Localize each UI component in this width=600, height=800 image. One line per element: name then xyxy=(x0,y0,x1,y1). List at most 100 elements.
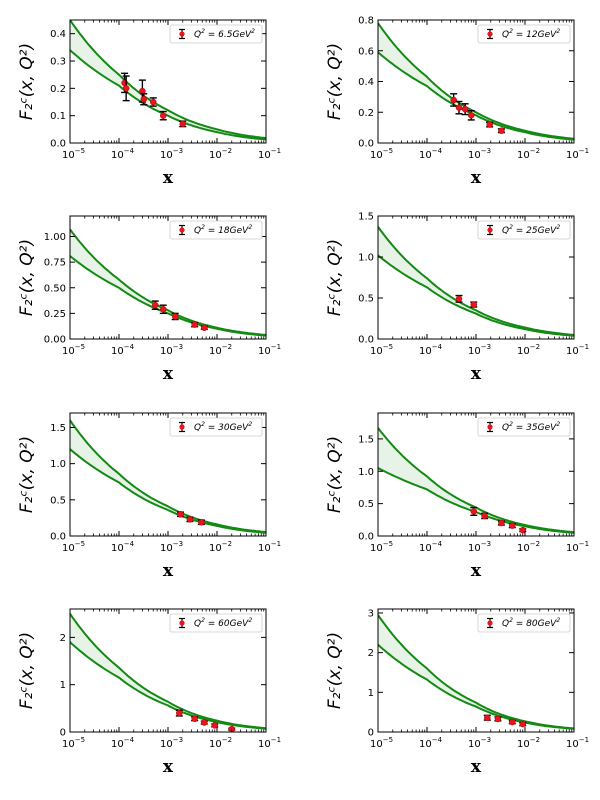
y-tick-label: 1.5 xyxy=(358,434,374,445)
x-tick-exponent: −5 xyxy=(75,736,85,744)
y-tick-label: 0.6 xyxy=(358,46,374,57)
x-tick-label: 10−4 xyxy=(111,540,135,554)
x-tick-exponent: −2 xyxy=(222,147,232,155)
x-tick-label: 10−5 xyxy=(370,147,393,161)
y-tick-label: 2 xyxy=(368,648,374,659)
data-point xyxy=(519,526,527,534)
x-tick-exponent: −4 xyxy=(432,540,443,548)
x-tick-exponent: −2 xyxy=(222,343,232,351)
y-axis-label: F₂ᶜ(x, Q²) xyxy=(325,436,345,513)
x-axis-label: x xyxy=(163,561,174,581)
y-tick-label: 0.4 xyxy=(50,29,66,40)
x-tick-label: 10−4 xyxy=(419,736,443,750)
x-tick-exponent: −3 xyxy=(481,540,491,548)
x-axis-label: x xyxy=(471,364,482,384)
legend-q: Q xyxy=(502,226,509,236)
x-tick-exponent: −3 xyxy=(481,736,491,744)
x-tick-exponent: −1 xyxy=(271,343,281,351)
x-tick-exponent: −3 xyxy=(173,540,183,548)
x-tick-base: 10 xyxy=(419,543,432,554)
x-tick-base: 10 xyxy=(517,150,530,161)
x-tick-base: 10 xyxy=(468,346,481,357)
legend-box xyxy=(169,220,263,240)
x-axis-label: x xyxy=(471,561,482,581)
y-tick-label: 1.5 xyxy=(358,212,374,223)
x-axis-label: x xyxy=(163,757,174,777)
y-tick-label: 0.0 xyxy=(358,335,374,346)
legend-q: Q xyxy=(194,423,201,433)
legend-q-sup: 2 xyxy=(509,617,513,624)
legend-unit-sup: 2 xyxy=(556,421,560,428)
x-tick-label: 10−2 xyxy=(209,343,232,357)
x-tick-label: 10−3 xyxy=(160,147,183,161)
legend-marker xyxy=(179,424,185,430)
x-tick-exponent: −4 xyxy=(124,540,135,548)
chart-panel-6: 10−5 10−4 10−3 10−2 10−10.00.51.01.5xF₂ᶜ(x, … xyxy=(325,412,589,581)
data-point xyxy=(498,519,505,527)
band-lower-curve xyxy=(70,448,266,534)
data-point xyxy=(160,306,167,313)
uncertainty-band xyxy=(378,226,574,336)
chart-panel-5: 10−5 10−4 10−3 10−2 10−10.00.51.01.5xF₂ᶜ(x, … xyxy=(17,412,281,581)
x-tick-base: 10 xyxy=(517,346,530,357)
x-tick-label: 10−1 xyxy=(258,540,281,554)
y-axis-label: F₂ᶜ(x, Q²) xyxy=(17,436,37,513)
band-lower-curve xyxy=(70,255,266,337)
x-tick-exponent: −2 xyxy=(222,736,232,744)
x-tick-base: 10 xyxy=(517,543,530,554)
legend-marker xyxy=(487,227,493,233)
x-tick-base: 10 xyxy=(370,739,383,750)
legend-box xyxy=(169,417,263,437)
x-tick-base: 10 xyxy=(370,346,383,357)
y-tick-label: 0.00 xyxy=(44,335,66,346)
legend-q: Q xyxy=(194,619,201,629)
x-tick-exponent: −3 xyxy=(481,147,491,155)
x-tick-base: 10 xyxy=(468,543,481,554)
data-point xyxy=(160,112,167,119)
x-tick-label: 10−4 xyxy=(419,147,443,161)
data-point xyxy=(152,301,159,309)
x-tick-exponent: −5 xyxy=(75,147,85,155)
x-tick-base: 10 xyxy=(566,543,579,554)
data-point xyxy=(171,313,179,320)
x-tick-base: 10 xyxy=(160,739,173,750)
x-tick-base: 10 xyxy=(111,739,124,750)
x-tick-label: 10−1 xyxy=(566,147,589,161)
chart-panel-4: 10−5 10−4 10−3 10−2 10−10.00.51.01.5xF₂ᶜ(x, … xyxy=(325,212,589,385)
legend-unit-sup: 2 xyxy=(248,421,252,428)
x-axis-label: x xyxy=(163,364,174,384)
x-tick-exponent: −4 xyxy=(432,343,443,351)
chart-panel-2: 10−5 10−4 10−3 10−2 10−10.00.20.40.60.8xF₂ᶜ(… xyxy=(325,16,589,189)
chart-panel-1: 10−5 10−4 10−3 10−2 10−10.00.10.20.30.4xF₂ᶜ(… xyxy=(17,19,281,188)
legend-value: = 18GeV xyxy=(205,226,249,236)
x-tick-exponent: −5 xyxy=(383,540,393,548)
x-tick-label: 10−1 xyxy=(566,343,589,357)
x-tick-base: 10 xyxy=(209,543,222,554)
x-tick-exponent: −5 xyxy=(383,736,393,744)
x-tick-base: 10 xyxy=(209,739,222,750)
x-tick-label: 10−4 xyxy=(111,736,135,750)
data-point xyxy=(140,96,148,103)
x-tick-label: 10−1 xyxy=(258,147,281,161)
x-tick-base: 10 xyxy=(258,346,271,357)
y-tick-label: 0.25 xyxy=(44,309,66,320)
x-tick-exponent: −5 xyxy=(383,343,393,351)
uncertainty-band xyxy=(70,229,266,336)
x-tick-exponent: −5 xyxy=(383,147,393,155)
x-tick-base: 10 xyxy=(419,150,432,161)
legend-value: = 25GeV xyxy=(513,226,557,236)
x-tick-label: 10−2 xyxy=(209,147,232,161)
uncertainty-band xyxy=(378,427,574,533)
x-tick-label: 10−1 xyxy=(566,736,589,750)
x-tick-exponent: −1 xyxy=(579,736,589,744)
x-tick-base: 10 xyxy=(566,150,579,161)
x-tick-exponent: −1 xyxy=(579,147,589,155)
x-tick-base: 10 xyxy=(566,739,579,750)
x-tick-base: 10 xyxy=(160,346,173,357)
x-tick-label: 10−2 xyxy=(209,736,232,750)
x-axis-label: x xyxy=(471,168,482,188)
data-point xyxy=(461,105,469,113)
y-tick-label: 0.0 xyxy=(358,139,374,150)
band-lower-curve xyxy=(70,49,266,141)
